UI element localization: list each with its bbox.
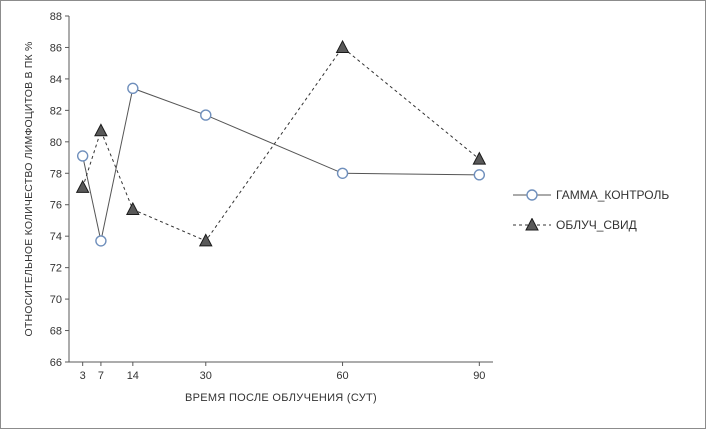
data-point-triangle [126, 201, 140, 215]
data-point-triangle [94, 123, 108, 137]
data-point-circle [336, 167, 349, 179]
y-tick-label: 80 [50, 137, 62, 149]
legend-label-gamma-control: ГАММА_КОНТРОЛЬ [556, 188, 670, 202]
legend-item-obluch-svid: ОБЛУЧ_СВИД [513, 218, 669, 232]
y-tick-label: 82 [50, 105, 62, 117]
y-tick-label: 88 [50, 11, 62, 23]
x-tick-label: 30 [200, 370, 212, 382]
y-tick-label: 86 [50, 42, 62, 54]
y-tick-label: 78 [50, 168, 62, 180]
x-tick-label: 60 [336, 370, 348, 382]
data-point-circle [473, 169, 486, 181]
series-line [82, 46, 480, 242]
x-tick-label: 7 [98, 370, 104, 382]
data-point-triangle [75, 179, 90, 193]
y-tick-label: 68 [50, 326, 62, 338]
x-axis-title: ВРЕМЯ ПОСЛЕ ОБЛУЧЕНИЯ (СУТ) [184, 392, 378, 404]
circle-marker-icon [513, 189, 551, 201]
x-tick-label: 3 [80, 370, 86, 382]
data-point-circle [76, 150, 89, 162]
triangle-marker-icon [513, 218, 551, 231]
data-point-triangle [198, 233, 213, 247]
data-point-circle [200, 109, 212, 121]
y-tick-label: 70 [50, 294, 62, 306]
y-tick-label: 74 [50, 231, 62, 243]
data-point-triangle [525, 218, 539, 231]
data-point-circle [526, 189, 538, 201]
data-point-triangle [472, 151, 487, 165]
legend-label-obluch-svid: ОБЛУЧ_СВИД [556, 218, 637, 232]
y-tick-label: 84 [50, 74, 62, 86]
y-tick-label: 72 [50, 263, 62, 275]
data-point-triangle [335, 39, 350, 53]
y-tick-label: 66 [50, 357, 62, 369]
legend: ГАММА_КОНТРОЛЬ ОБЛУЧ_СВИД [513, 188, 669, 232]
series-line [82, 87, 480, 242]
x-tick-label: 14 [127, 370, 139, 382]
legend-item-gamma-control: ГАММА_КОНТРОЛЬ [513, 188, 669, 202]
data-point-circle [95, 235, 107, 247]
y-axis-title: ОТНОСИТЕЛЬНОЕ КОЛИЧЕСТВО ЛИМФОЦИТОВ В ПК… [23, 41, 35, 337]
y-tick-label: 76 [50, 200, 62, 212]
data-point-circle [127, 82, 139, 95]
x-tick-label: 90 [473, 370, 485, 382]
